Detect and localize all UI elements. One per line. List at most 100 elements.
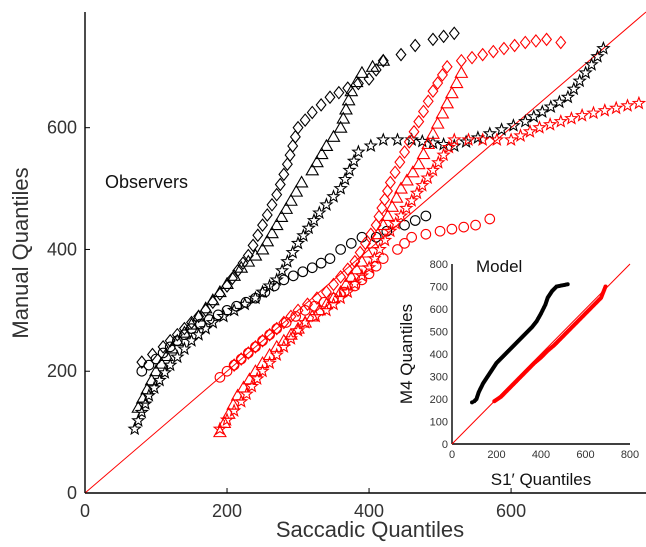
data-point-s4 [432,76,444,90]
data-point-s2 [415,133,430,148]
data-point-s5 [454,65,469,78]
data-point-s4 [403,135,415,149]
data-point-s7 [271,323,283,334]
data-point-s6 [475,132,490,146]
data-point-s6 [226,403,242,417]
data-point-s6 [250,371,265,385]
data-point-s2 [560,89,576,104]
data-point-s2 [147,380,162,395]
data-point-s3 [231,300,242,312]
data-point-s3 [171,335,183,347]
data-point-s7 [228,359,240,371]
data-point-s4 [427,84,439,99]
data-point-s3 [306,262,318,274]
data-point-s6 [489,132,505,146]
data-point-s0 [363,72,375,86]
data-point-s1 [339,102,353,115]
data-point-s2 [205,314,220,329]
data-point-s0 [257,218,269,232]
data-point-s3 [195,318,206,330]
data-point-s6 [631,95,646,110]
data-point-s1 [376,53,391,66]
data-point-s1 [305,163,320,176]
inset-x-tick-label: 400 [532,449,550,461]
data-point-s2 [319,197,334,211]
inset-reference-line [451,263,631,445]
data-point-s7 [349,280,361,292]
data-point-s6 [620,98,635,112]
data-point-s5 [226,397,241,410]
data-point-s5 [344,269,359,282]
data-point-s2 [306,212,322,227]
data-point-s7 [434,225,446,237]
data-point-s1 [341,93,356,106]
inset-y-tick-label: 800 [430,259,448,271]
data-point-s4 [320,285,332,299]
inset-x-axis-label: S1′ Quantiles [491,470,592,489]
inset-data-point-s0 [565,282,570,287]
data-point-s7 [280,317,292,328]
data-point-s1 [344,84,359,97]
data-point-s2 [584,57,599,71]
data-point-s5 [430,116,445,129]
data-point-s6 [212,421,228,436]
data-point-s7 [235,353,247,365]
data-point-s4 [466,50,478,65]
inset-y-tick-label: 0 [442,439,448,451]
data-point-s2 [177,341,192,356]
data-point-s0 [448,26,460,41]
inset-y-tick-label: 100 [430,417,448,429]
data-point-s2 [494,122,509,136]
data-point-s5 [405,165,420,178]
data-point-s5 [360,245,375,258]
data-point-s5 [426,126,440,139]
data-point-s4 [541,32,553,47]
data-point-s6 [372,241,387,256]
data-point-s0 [315,97,327,112]
data-point-s4 [413,114,425,129]
data-point-s2 [141,388,157,402]
data-point-s4 [373,209,385,224]
data-point-s5 [399,173,414,186]
data-point-s4 [328,277,340,292]
data-point-s6 [297,314,313,329]
data-point-s0 [289,129,301,144]
data-point-s4 [394,155,406,170]
data-point-s6 [597,103,612,117]
data-point-s1 [365,59,380,72]
data-point-s4 [436,68,448,82]
data-point-s2 [363,138,378,153]
data-point-s2 [436,136,451,151]
data-point-s1 [248,248,263,261]
data-point-s4 [228,358,240,373]
data-point-s5 [444,86,459,99]
data-point-s6 [239,386,254,401]
data-point-s6 [399,200,414,215]
data-point-s1 [184,317,199,330]
data-point-s1 [274,209,289,223]
data-point-s2 [131,413,146,427]
inset-y-tick-label: 600 [430,304,448,316]
data-point-s2 [552,94,567,109]
inset-x-tick-label: 600 [576,449,594,461]
data-point-s2 [333,181,348,195]
x-tick-label: 400 [354,501,384,521]
data-point-s4 [271,321,283,336]
data-point-s1 [260,234,275,247]
data-point-s2 [157,365,173,379]
data-point-s2 [274,263,290,277]
data-point-s1 [289,184,304,197]
data-point-s7 [420,228,432,240]
data-point-s5 [380,208,395,222]
data-point-s6 [542,116,558,131]
data-point-s3 [150,353,162,365]
data-point-s7 [328,292,339,304]
main-data-marks [127,26,646,438]
inset-y-tick-label: 400 [430,349,448,361]
data-point-s4 [302,297,314,312]
data-point-s4 [376,201,388,215]
data-point-s2 [543,99,558,114]
x-tick-label: 0 [80,501,90,521]
data-point-s0 [261,208,273,222]
data-point-s3 [240,296,252,308]
